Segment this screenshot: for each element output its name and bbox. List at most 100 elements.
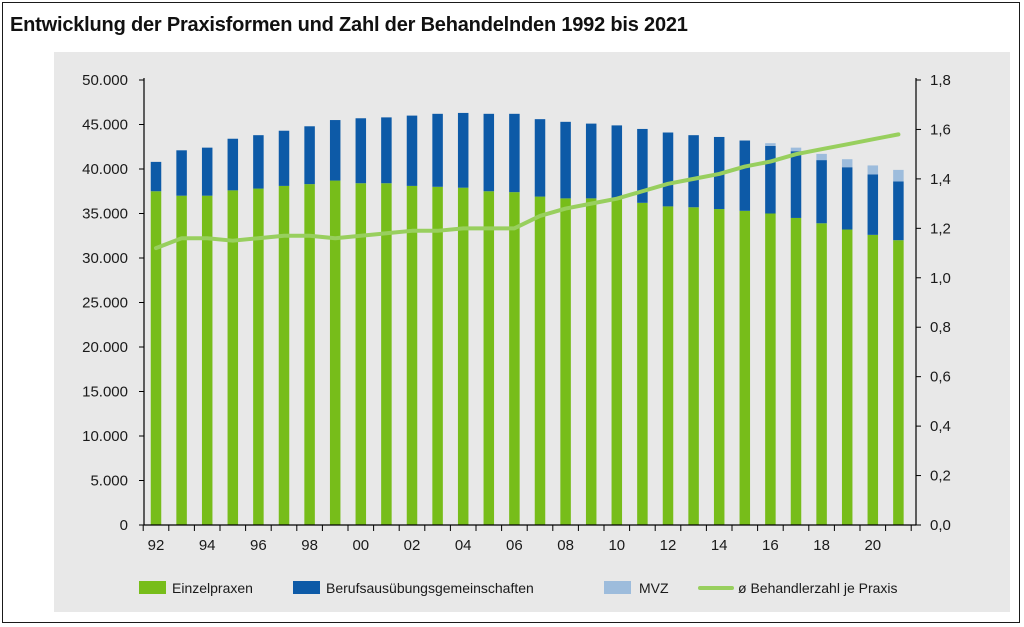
y-right-tick-label: 0,4 — [930, 418, 951, 435]
bar-mvz-2020 — [867, 165, 879, 175]
x-tick-label: 06 — [506, 537, 523, 554]
bar-bag-1996 — [253, 135, 264, 189]
y-right-tick-label: 1,8 — [930, 72, 951, 89]
bar-einzelpraxen-2017 — [790, 217, 802, 525]
legend: Einzelpraxen Berufsausübungsgemeinschafte… — [139, 580, 898, 596]
bar-einzelpraxen-1992 — [150, 191, 162, 525]
y-left-tick-label: 0 — [120, 517, 128, 534]
bar-bag-2016 — [765, 145, 776, 214]
bar-einzelpraxen-1999 — [329, 180, 341, 525]
x-tick-label: 10 — [608, 537, 625, 554]
bar-einzelpraxen-2004 — [457, 187, 469, 525]
y-right-tick-label: 1,0 — [930, 270, 951, 287]
legend-item-3: ø Behandlerzahl je Praxis — [698, 580, 898, 596]
bar-einzelpraxen-2013 — [688, 207, 699, 525]
x-tick-label: 98 — [301, 537, 318, 554]
bar-einzelpraxen-1996 — [253, 188, 264, 525]
bar-einzelpraxen-2019 — [841, 229, 853, 525]
x-tick-label: 92 — [148, 537, 165, 554]
bar-einzelpraxen-2007 — [534, 196, 546, 525]
bar-einzelpraxen-2006 — [509, 192, 520, 525]
bar-einzelpraxen-2002 — [406, 185, 418, 525]
bar-bag-2015 — [739, 140, 751, 211]
x-tick-label: 20 — [864, 537, 881, 554]
legend-swatch — [604, 581, 631, 594]
bar-bag-1993 — [176, 150, 187, 196]
bar-bag-2009 — [585, 123, 597, 199]
x-tick-label: 00 — [352, 537, 369, 554]
chart-title: Entwicklung der Praxisformen und Zahl de… — [10, 14, 688, 36]
x-tick-label: 04 — [455, 537, 472, 554]
bar-bag-2003 — [432, 113, 443, 187]
y-right-tick-label: 0,6 — [930, 369, 951, 386]
y-left-tick-label: 30.000 — [82, 250, 128, 267]
y-left-tick-label: 10.000 — [82, 428, 128, 445]
axes-group: 0 5.000 10.000 15.000 20.000 25.000 30.000 35.0… — [82, 72, 951, 554]
bar-mvz-2016 — [765, 143, 776, 146]
bar-bag-1994 — [201, 147, 213, 196]
bar-bag-1998 — [304, 126, 315, 185]
x-tick-label: 14 — [711, 537, 728, 554]
bar-bag-2019 — [841, 167, 853, 230]
bar-einzelpraxen-2003 — [432, 186, 443, 526]
bar-bag-2004 — [457, 112, 469, 188]
legend-label: Berufsausübungsgemeinschaften — [326, 580, 534, 596]
x-tick-label: 02 — [404, 537, 421, 554]
bar-bag-2002 — [406, 115, 418, 186]
bar-einzelpraxen-2020 — [867, 234, 879, 526]
bar-mvz-2017 — [790, 147, 802, 152]
y-right-tick-label: 0,0 — [930, 517, 951, 534]
legend-label: MVZ — [639, 580, 669, 596]
bar-einzelpraxen-2005 — [483, 191, 495, 525]
legend-swatch — [293, 581, 320, 594]
bar-bag-1995 — [227, 138, 239, 191]
y-left-tick-label: 15.000 — [82, 384, 128, 401]
bar-einzelpraxen-2009 — [585, 198, 597, 525]
bar-bag-1999 — [329, 120, 341, 181]
y-left-tick-label: 50.000 — [82, 72, 128, 89]
bar-bag-2011 — [637, 128, 648, 203]
y-left-tick-label: 45.000 — [82, 117, 128, 134]
y-right-tick-label: 1,4 — [930, 171, 951, 188]
legend-label: ø Behandlerzahl je Praxis — [738, 580, 898, 596]
bar-einzelpraxen-1997 — [278, 185, 290, 525]
y-left-tick-label: 35.000 — [82, 206, 128, 223]
legend-label: Einzelpraxen — [172, 580, 253, 596]
bar-einzelpraxen-2014 — [713, 209, 725, 526]
legend-item-0: Einzelpraxen — [139, 580, 253, 596]
plot-background — [54, 52, 1010, 612]
bar-bag-2006 — [509, 113, 520, 193]
y-left-tick-label: 40.000 — [82, 161, 128, 178]
y-left-tick-label: 25.000 — [82, 295, 128, 312]
bar-einzelpraxen-2016 — [765, 213, 776, 525]
x-tick-label: 16 — [762, 537, 779, 554]
x-tick-label: 18 — [813, 537, 830, 554]
bar-einzelpraxen-2021 — [893, 240, 904, 525]
bar-mvz-2021 — [893, 169, 904, 182]
bar-bag-2001 — [381, 117, 392, 184]
bar-einzelpraxen-1998 — [304, 184, 315, 525]
bar-bag-2020 — [867, 174, 879, 235]
y-right-tick-label: 1,6 — [930, 121, 951, 138]
x-tick-label: 96 — [250, 537, 267, 554]
bar-bag-1997 — [278, 130, 290, 186]
bar-bag-2007 — [534, 119, 546, 197]
bar-bag-2021 — [893, 181, 904, 241]
bar-einzelpraxen-2008 — [560, 198, 571, 525]
legend-item-1: Berufsausübungsgemeinschaften — [293, 580, 534, 596]
bar-einzelpraxen-1994 — [201, 195, 213, 525]
y-left-tick-label: 5.000 — [90, 473, 128, 490]
bar-einzelpraxen-2011 — [637, 202, 648, 525]
bar-einzelpraxen-2015 — [739, 210, 751, 525]
bar-bag-2017 — [790, 151, 802, 218]
y-right-tick-label: 0,8 — [930, 319, 951, 336]
bar-bag-2013 — [688, 135, 699, 208]
bar-einzelpraxen-2012 — [662, 206, 674, 525]
bar-einzelpraxen-2000 — [355, 183, 367, 526]
x-tick-label: 94 — [199, 537, 216, 554]
bar-bag-1992 — [150, 161, 162, 192]
legend-item-2: MVZ — [604, 580, 669, 596]
bar-einzelpraxen-1995 — [227, 190, 239, 526]
bars-group — [150, 112, 904, 526]
